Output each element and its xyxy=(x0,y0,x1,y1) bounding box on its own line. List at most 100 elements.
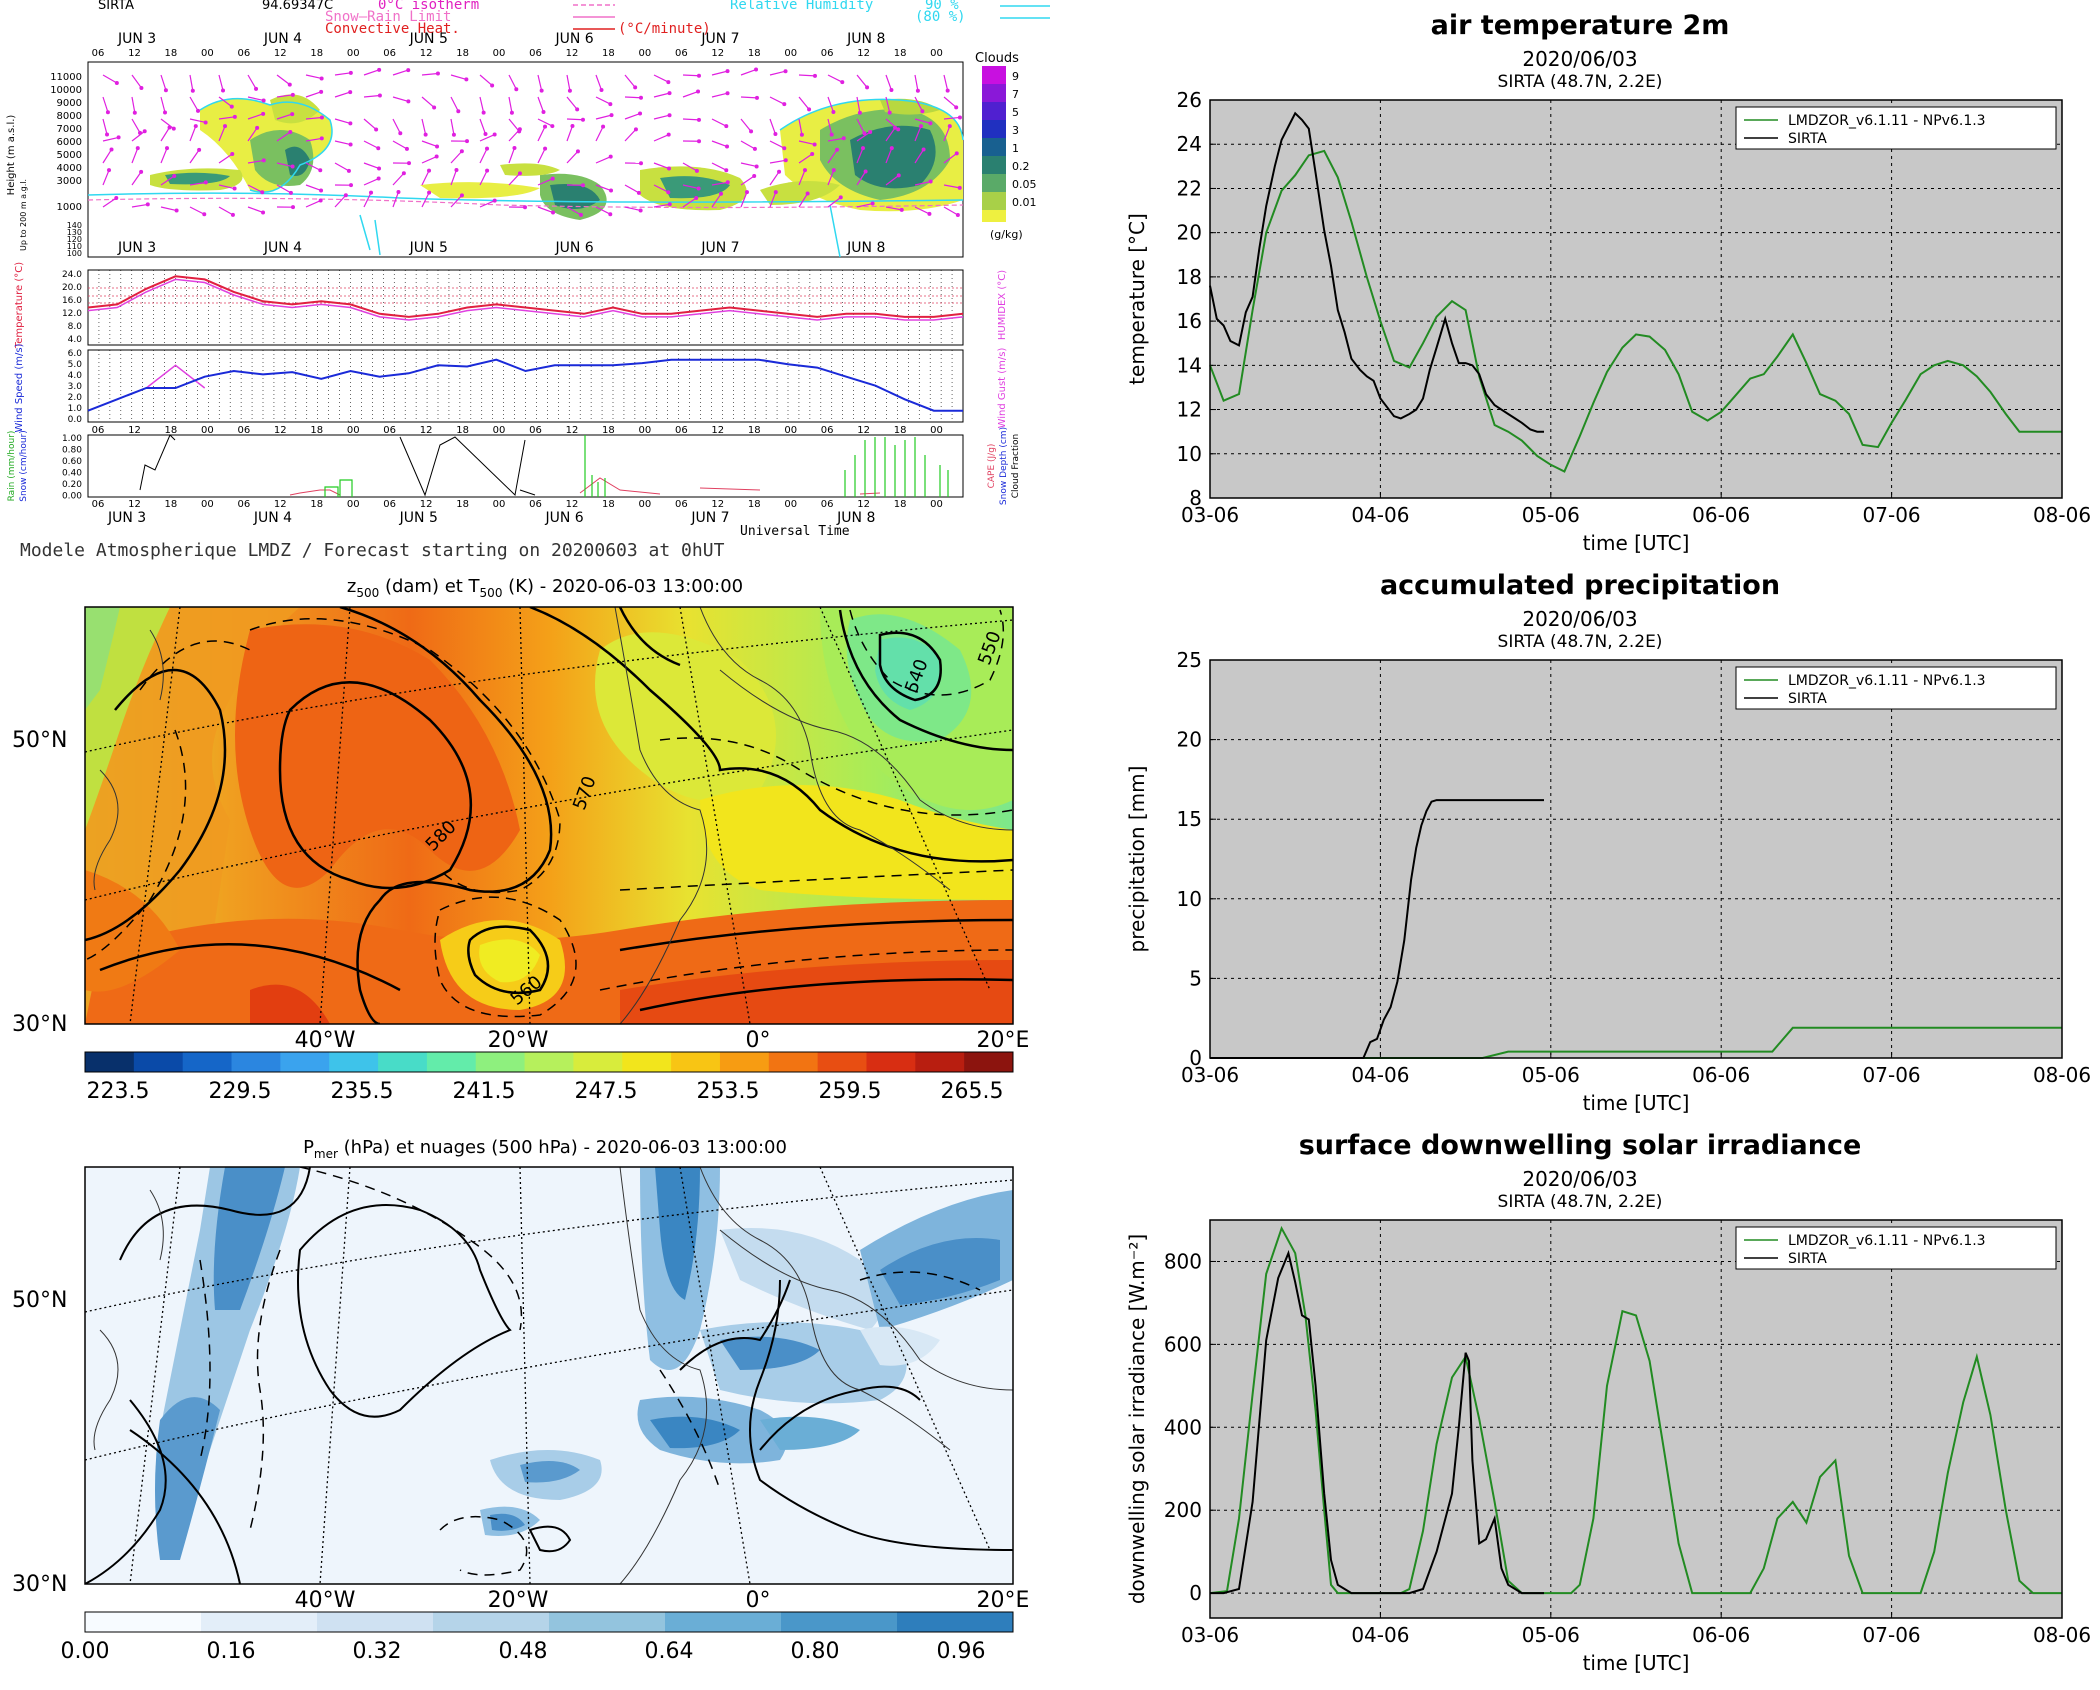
wind-arrow-head xyxy=(398,131,402,135)
y-axis-label: downwelling solar irradiance [W.m⁻²] xyxy=(1125,1234,1149,1604)
wind-arrow-head xyxy=(697,139,701,143)
cloud-level-label: 1 xyxy=(1012,142,1019,155)
colorbar-swatch xyxy=(573,1052,622,1072)
wind-arrow-head xyxy=(369,191,373,195)
wind-arrow-head xyxy=(541,110,545,114)
meteogram-hour-label: 12 xyxy=(274,425,287,436)
wind-arrow-head xyxy=(376,146,380,150)
map-lon-label: 0° xyxy=(746,1028,771,1053)
wind-arrow-head xyxy=(753,147,757,151)
wind-arrow-head xyxy=(835,148,839,152)
meteogram-day-label: JUN 4 xyxy=(263,240,302,256)
wind-arrow-head xyxy=(900,208,904,212)
meteogram-hour-label: 18 xyxy=(748,425,761,436)
height-tick: 5000 xyxy=(57,150,82,161)
wind-arrow-head xyxy=(755,96,759,100)
x-tick-label: 03-06 xyxy=(1181,1623,1239,1647)
meteogram-hour-label: 12 xyxy=(566,48,579,59)
meteogram-hour-label: 06 xyxy=(383,425,396,436)
meteogram-footer: Modele Atmospherique LMDZ / Forecast sta… xyxy=(20,540,725,560)
colorbar-tick-label: 241.5 xyxy=(453,1079,516,1104)
map-bottom-lat-50: 50°N xyxy=(12,1288,67,1313)
temp-tick: 8.0 xyxy=(68,322,83,332)
wind-arrow-head xyxy=(110,147,114,151)
wind-arrow-head xyxy=(637,191,641,195)
meteogram-hour-label: 06 xyxy=(92,425,105,436)
colorbar-swatch xyxy=(525,1052,574,1072)
cloudfrac-axis-label: Cloud Fraction xyxy=(1011,434,1021,499)
rain-tick: 0.00 xyxy=(62,492,82,502)
wind-arrow-head xyxy=(133,111,137,115)
meteogram-hour-label: 12 xyxy=(711,48,724,59)
colorbar-swatch xyxy=(897,1612,1014,1632)
y-tick-label: 22 xyxy=(1177,176,1202,200)
meteogram-day-label: JUN 5 xyxy=(399,510,438,526)
wind-arrow-head xyxy=(221,88,225,92)
y-tick-label: 18 xyxy=(1177,265,1202,289)
wind-arrow-head xyxy=(550,124,554,128)
plot-area xyxy=(1210,660,2062,1058)
wind-tick: 2.0 xyxy=(68,393,83,403)
colorbar-tick-label: 0.32 xyxy=(353,1639,402,1664)
x-tick-label: 07-06 xyxy=(1863,1063,1921,1087)
meteogram-hour-label: 12 xyxy=(566,499,579,510)
map-bottom-title: Pmer (hPa) et nuages (500 hPa) - 2020-06… xyxy=(303,1137,787,1161)
wind-arrow-head xyxy=(551,177,555,181)
wind-arrow-head xyxy=(460,193,464,197)
wind-arrow-head xyxy=(576,149,580,153)
wind-arrow-head xyxy=(260,190,264,194)
meteogram-day-label: JUN 4 xyxy=(253,510,292,526)
station-number: 94.69347C xyxy=(262,0,333,13)
wind-arrow-head xyxy=(117,135,121,139)
wind-arrow-head xyxy=(172,127,176,131)
colorbar-tick-label: 0.16 xyxy=(207,1639,256,1664)
wind-panel xyxy=(88,350,963,422)
map-lon-label: 20°W xyxy=(488,1028,549,1053)
meteogram-hour-label: 06 xyxy=(821,48,834,59)
meteogram-hour-label: 00 xyxy=(784,48,797,59)
meteogram-day-label: JUN 3 xyxy=(107,510,146,526)
wind-arrow-head xyxy=(803,168,807,172)
rain-tick: 1.00 xyxy=(62,434,82,444)
wind-arrow-head xyxy=(436,72,440,76)
wind-arrow-head xyxy=(749,129,753,133)
colorbar-swatch xyxy=(378,1052,427,1072)
x-tick-label: 06-06 xyxy=(1692,503,1750,527)
y-tick-label: 20 xyxy=(1177,728,1202,752)
y-tick-label: 26 xyxy=(1177,88,1202,112)
wind-arrow-head xyxy=(724,124,728,128)
wind-arrow-head xyxy=(139,86,143,90)
wind-arrow-head xyxy=(601,125,605,129)
map-top-colorbar xyxy=(85,1052,1014,1072)
wind-arrow-head xyxy=(868,130,872,134)
wind-arrow-head xyxy=(928,121,932,125)
wind-arrow-head xyxy=(806,191,810,195)
wind-arrow-head xyxy=(318,168,322,172)
wind-arrow-head xyxy=(755,164,759,168)
meteogram-hour-label: 12 xyxy=(711,425,724,436)
wind-arrow-head xyxy=(754,68,758,72)
plot-area xyxy=(1210,100,2062,498)
wind-arrow-head xyxy=(726,180,730,184)
wind-arrow-head xyxy=(510,111,514,115)
x-tick-label: 08-06 xyxy=(2033,1063,2091,1087)
wind-arrow-head xyxy=(777,170,781,174)
wind-arrow-head xyxy=(865,85,869,89)
x-tick-label: 05-06 xyxy=(1522,1063,1580,1087)
meteogram-hour-label: 00 xyxy=(493,499,506,510)
meteogram-hour-label: 00 xyxy=(201,48,214,59)
x-tick-label: 05-06 xyxy=(1522,503,1580,527)
wind-arrow-head xyxy=(424,133,428,137)
wind-arrow-head xyxy=(956,213,960,217)
rain-axis: 1.000.800.600.400.200.00 xyxy=(62,434,82,502)
meteogram-hour-label: 12 xyxy=(274,499,287,510)
wind-arrow-head xyxy=(800,133,804,137)
colorbar-swatch xyxy=(769,1052,818,1072)
meteogram-hour-label: 00 xyxy=(347,499,360,510)
wind-tick: 5.0 xyxy=(68,360,83,370)
wind-arrow-head xyxy=(320,136,324,140)
colorbar-swatch xyxy=(964,1052,1013,1072)
meteogram-day-label: JUN 6 xyxy=(555,240,594,256)
cloud-level-label: 9 xyxy=(1012,70,1019,83)
